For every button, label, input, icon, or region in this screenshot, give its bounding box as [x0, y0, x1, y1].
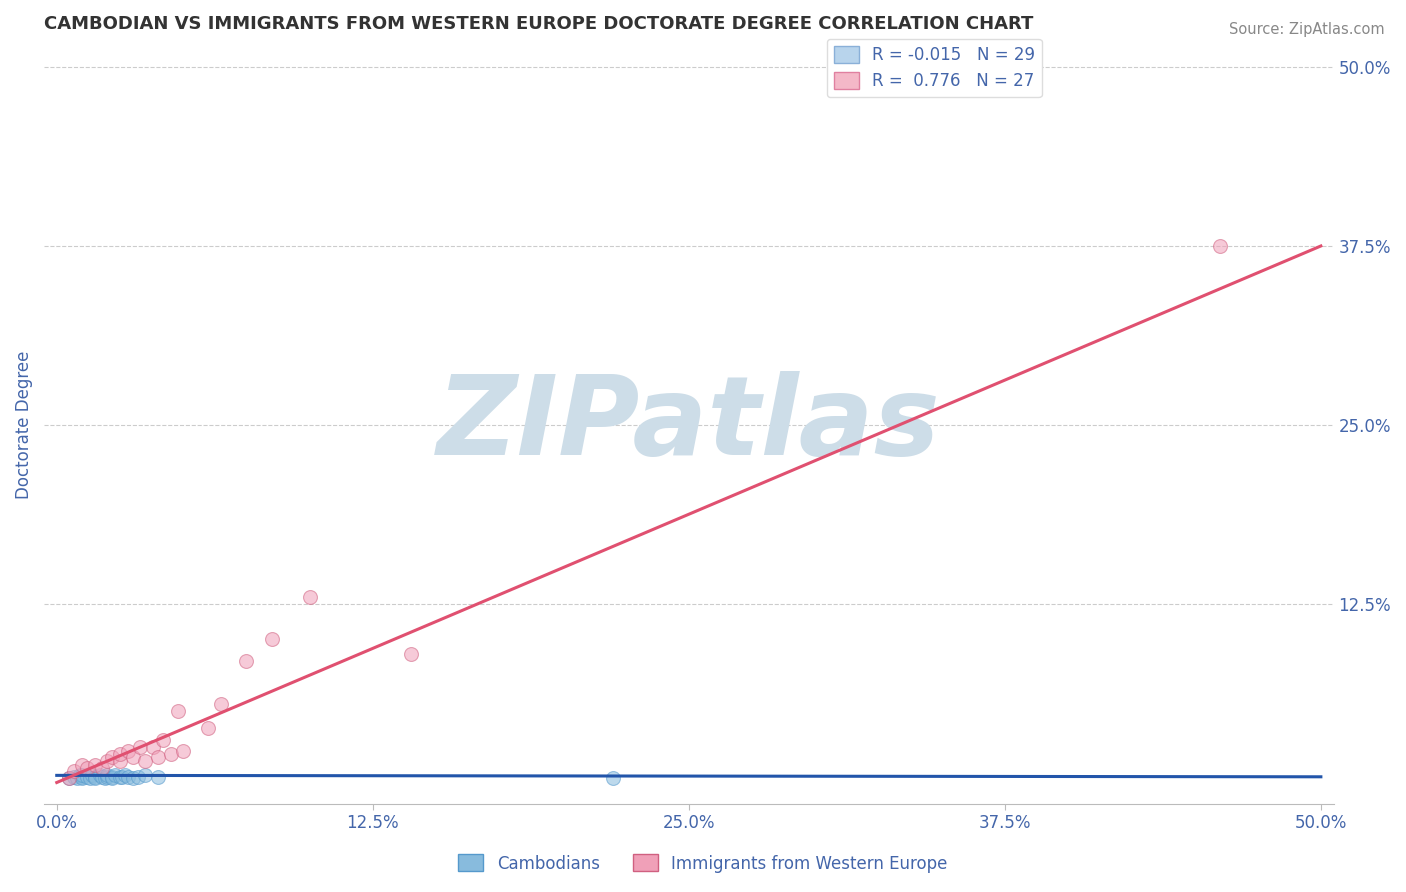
Point: [70, 770, 93, 784]
Point: [260, 632, 283, 647]
Point: [66, 771, 89, 785]
Point: [69, 768, 91, 782]
Point: [101, 749, 124, 764]
Point: [117, 744, 139, 758]
Point: [96, 754, 118, 768]
Point: [79, 771, 101, 785]
Point: [602, 771, 624, 785]
Text: ZIPatlas: ZIPatlas: [437, 371, 941, 478]
Point: [146, 749, 169, 764]
Point: [76, 761, 98, 775]
Point: [70, 758, 93, 772]
Point: [83, 771, 105, 785]
Point: [129, 739, 152, 754]
Point: [89, 768, 111, 782]
Point: [58, 771, 80, 785]
Point: [142, 739, 165, 754]
Point: [108, 754, 131, 768]
Point: [197, 721, 219, 735]
Text: CAMBODIAN VS IMMIGRANTS FROM WESTERN EUROPE DOCTORATE DEGREE CORRELATION CHART: CAMBODIAN VS IMMIGRANTS FROM WESTERN EUR…: [44, 15, 1033, 33]
Point: [146, 770, 169, 784]
Point: [134, 768, 156, 782]
Point: [108, 770, 131, 784]
Point: [159, 747, 181, 761]
Point: [101, 771, 124, 785]
Point: [63, 770, 86, 784]
Point: [117, 770, 139, 784]
Point: [209, 697, 232, 711]
Point: [127, 770, 149, 784]
Point: [111, 770, 134, 784]
Point: [172, 744, 194, 758]
Point: [167, 704, 190, 718]
Point: [235, 654, 257, 668]
Y-axis label: Doctorate Degree: Doctorate Degree: [15, 351, 32, 499]
Text: Source: ZipAtlas.com: Source: ZipAtlas.com: [1229, 22, 1385, 37]
Point: [399, 647, 422, 661]
Point: [58, 771, 80, 785]
Point: [121, 771, 143, 785]
Point: [152, 732, 174, 747]
Legend: Cambodians, Immigrants from Western Europe: Cambodians, Immigrants from Western Euro…: [451, 847, 955, 880]
Point: [94, 771, 117, 785]
Point: [101, 770, 124, 784]
Point: [83, 758, 105, 772]
Point: [91, 761, 114, 775]
Point: [96, 768, 118, 782]
Point: [134, 754, 156, 768]
Point: [114, 768, 136, 782]
Point: [70, 768, 93, 782]
Legend: R = -0.015   N = 29, R =  0.776   N = 27: R = -0.015 N = 29, R = 0.776 N = 27: [827, 39, 1042, 97]
Point: [298, 590, 321, 604]
Point: [121, 749, 143, 764]
Point: [63, 764, 86, 778]
Point: [1209, 239, 1232, 253]
Point: [91, 770, 114, 784]
Point: [104, 768, 127, 782]
Point: [76, 770, 98, 784]
Point: [96, 770, 118, 784]
Point: [83, 770, 105, 784]
Point: [108, 747, 131, 761]
Point: [82, 768, 104, 782]
Point: [70, 771, 93, 785]
